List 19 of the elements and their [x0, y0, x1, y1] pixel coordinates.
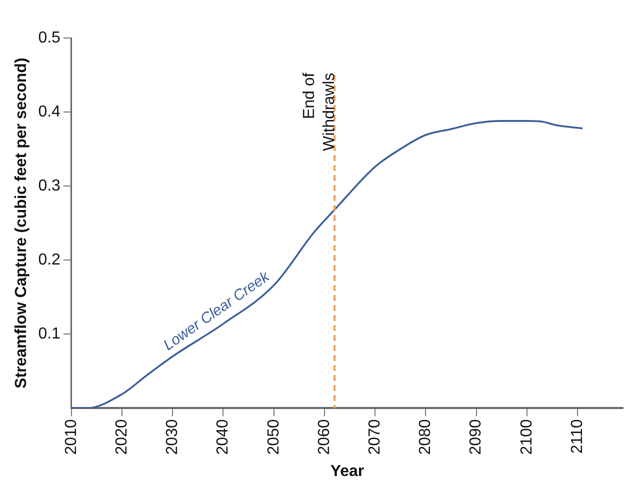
y-tick-label: 0.4: [38, 103, 61, 120]
y-tick-label: 0.2: [38, 252, 61, 269]
x-tick-label: 2060: [316, 419, 333, 455]
y-tick-label: 0.1: [38, 326, 61, 343]
x-tick-label: 2010: [62, 419, 80, 455]
y-tick-label: 0.3: [38, 177, 61, 194]
x-tick-label: 2050: [265, 419, 282, 455]
x-tick-label: 2100: [518, 419, 536, 455]
x-tick-label: 2040: [214, 419, 232, 455]
x-tick-label: 2020: [113, 419, 130, 455]
ref-line-label: End of Withdrawls: [300, 72, 338, 152]
x-tick-label: 2030: [164, 419, 182, 455]
y-tick-label: 0.5: [38, 29, 61, 46]
y-axis-title: Streamflow Capture (cubic feet per second): [13, 58, 30, 388]
x-axis-title: Year: [330, 462, 364, 480]
x-tick-label: 2070: [366, 419, 384, 455]
x-tick-label: 2080: [417, 419, 434, 455]
x-tick-label: 2090: [468, 419, 485, 455]
x-tick-label: 2110: [568, 419, 586, 454]
